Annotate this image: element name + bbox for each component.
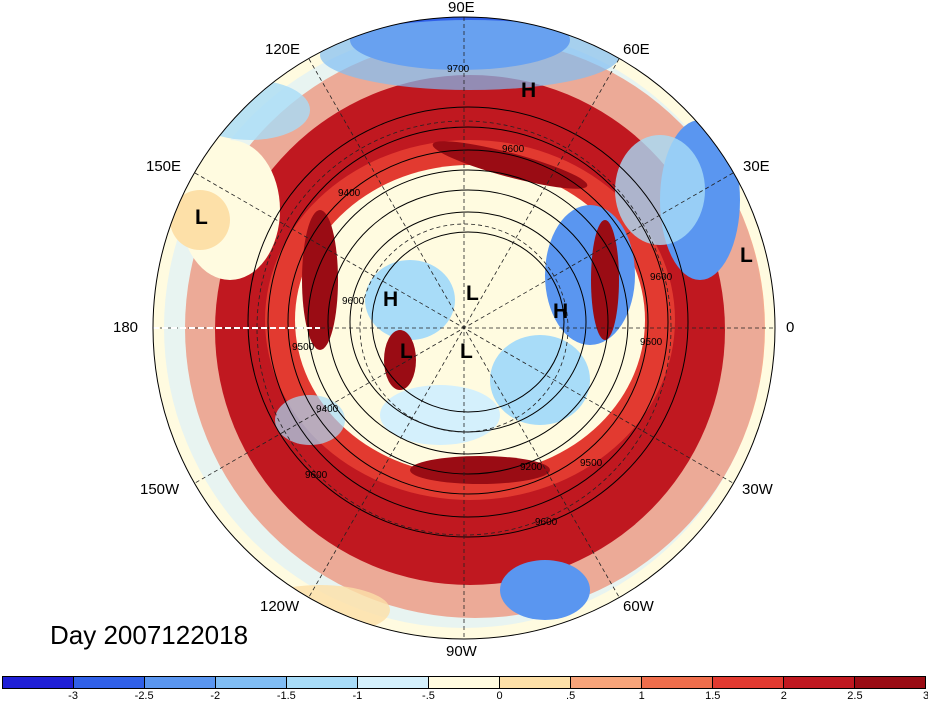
colorbar-tick-label: 1 [638,690,645,702]
high-pressure-marker: H [553,300,568,323]
longitude-label-150w: 150W [140,481,180,498]
contour-label: 9600 [502,144,525,155]
colorbar-segment [713,677,784,688]
colorbar-segment [145,677,216,688]
colorbar-segment [429,677,500,688]
colorbar-tick-label: 2.5 [847,690,863,702]
contour-label: 9600 [535,517,558,528]
contour-label: 9400 [316,404,339,415]
colorbar-segment [571,677,642,688]
colorbar-tick-label: -1 [352,690,363,702]
contour-label: 9600 [305,470,328,481]
colorbar-tick-label: 1.5 [705,690,721,702]
colorbar-tick-label: 3 [922,690,928,702]
contour-label: 9500 [640,337,663,348]
longitude-label-150e: 150E [146,158,182,175]
contour-label: 9200 [520,462,543,473]
low-pressure-marker: L [740,244,753,267]
longitude-label-60e: 60E [623,41,650,58]
colorbar-segment [500,677,571,688]
colorbar-tick-label: -2.5 [134,690,154,702]
high-pressure-marker: H [383,288,398,311]
colorbar-tick-label: .5 [566,690,576,702]
colorbar-segment [216,677,287,688]
day-title: Day 2007122018 [50,620,249,650]
colorbar-segment [74,677,145,688]
colorbar-segment [3,677,74,688]
colorbar-segment [855,677,925,688]
longitude-label-90e: 90E [448,0,475,16]
colorbar-segment [358,677,429,688]
contour-label: 9500 [292,342,315,353]
colorbar-tick-label: -3 [68,690,78,702]
colorbar-tick-label: -2 [210,690,221,702]
high-pressure-marker: H [521,79,536,102]
low-pressure-marker: L [195,206,208,229]
low-pressure-marker: L [400,340,413,363]
contour-label: 9600 [650,272,673,283]
longitude-label-180: 180 [113,319,139,336]
low-pressure-marker: L [466,282,479,305]
colorbar-segment [784,677,855,688]
colorbar-tick-label: -1.5 [276,690,296,702]
longitude-label-120w: 120W [260,598,300,615]
contour-label: 9500 [580,458,603,469]
contour-label: 9700 [447,64,470,75]
colorbar-segment [642,677,713,688]
longitude-label-60w: 60W [623,598,654,615]
colorbar-tick-label: 2 [780,690,787,702]
longitude-label-0: 0 [786,319,795,336]
longitude-label-90w: 90W [446,643,477,660]
colorbar-tick-label: 0 [496,690,503,702]
colorbar-tick-label: -.5 [422,690,435,702]
anomaly-field [153,17,775,639]
longitude-label-30e: 30E [743,158,770,175]
colorbar [2,676,926,689]
low-pressure-marker: L [460,340,473,363]
contour-label: 9400 [338,188,361,199]
contour-label: 9600 [342,296,365,307]
longitude-label-120e: 120E [265,41,301,58]
colorbar-segment [287,677,358,688]
longitude-label-30w: 30W [742,481,773,498]
